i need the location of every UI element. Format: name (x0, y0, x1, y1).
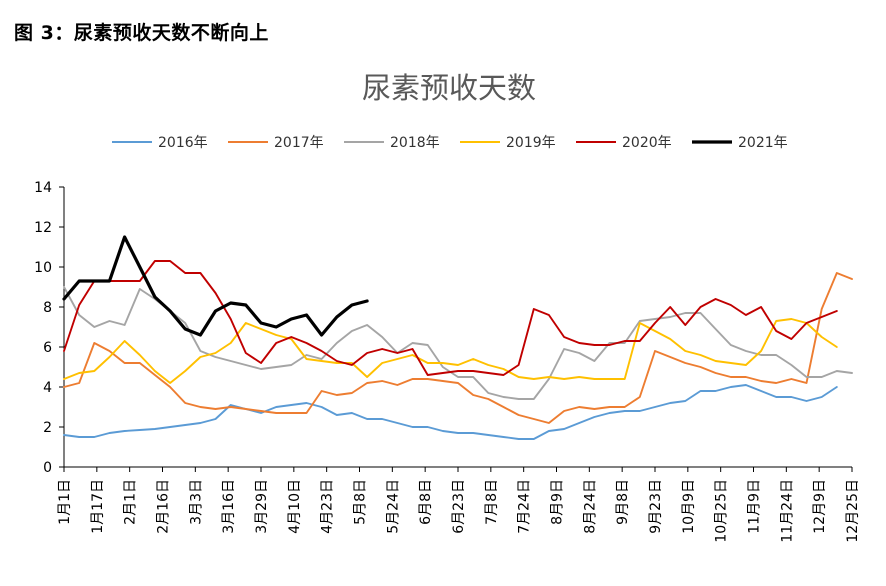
series-line-2016年 (63, 384, 838, 440)
series-line-2017年 (63, 272, 853, 424)
y-tick-label: 8 (43, 300, 52, 316)
x-tick-label: 3月16日 (221, 479, 237, 534)
x-tick-label: 10月9日 (681, 479, 697, 534)
x-tick-label: 5月8日 (353, 479, 369, 525)
x-tick-label: 8月9日 (550, 479, 566, 525)
legend: 2016年 2017年 2018年 2019年 2020年 2021年 (112, 135, 788, 151)
x-tick-label: 1月17日 (90, 479, 106, 534)
x-tick-label: 7月8日 (484, 479, 500, 525)
legend-label: 2016年 (158, 135, 208, 151)
x-tick-label: 11月24日 (779, 479, 795, 543)
x-tick-label: 8月24日 (582, 479, 598, 534)
x-tick-label: 9月23日 (648, 479, 664, 534)
y-tick-label: 6 (43, 340, 52, 356)
y-tick-label: 0 (43, 460, 52, 476)
legend-label: 2018年 (390, 135, 440, 151)
legend-label: 2019年 (506, 135, 556, 151)
series-layer (62, 235, 853, 440)
y-tick-label: 12 (34, 220, 52, 236)
x-tick-label: 4月10日 (287, 479, 303, 534)
x-tick-label: 12月9日 (812, 479, 828, 534)
x-tick-label: 7月24日 (517, 479, 533, 534)
x-tick-label: 3月3日 (188, 479, 204, 525)
x-tick-label: 12月25日 (845, 479, 861, 543)
series-line-2020年 (63, 260, 838, 376)
chart-title: 尿素预收天数 (362, 71, 536, 105)
series-line-2019年 (63, 318, 838, 384)
legend-label: 2020年 (622, 135, 672, 151)
legend-label: 2021年 (738, 135, 788, 151)
x-tick-label: 9月8日 (615, 479, 631, 525)
figure-caption: 图 3：尿素预收天数不断向上 (14, 22, 269, 44)
x-tick-label: 6月8日 (418, 479, 434, 525)
x-tick-label: 6月23日 (451, 479, 467, 534)
series-line-2018年 (63, 286, 853, 400)
y-tick-label: 10 (34, 260, 52, 276)
x-tick-label: 1月1日 (57, 479, 73, 525)
y-tick-label: 14 (34, 180, 52, 196)
x-tick-label: 10月25日 (714, 479, 730, 543)
x-tick-label: 11月9日 (747, 479, 763, 534)
x-tick-label: 4月23日 (320, 479, 336, 534)
x-tick-label: 3月29日 (254, 479, 270, 534)
y-tick-label: 2 (43, 420, 52, 436)
legend-label: 2017年 (274, 135, 324, 151)
y-tick-label: 4 (43, 380, 52, 396)
x-tick-label: 2月16日 (156, 479, 172, 534)
axes: 0 2 4 6 8 10 12 14 1月1日 1月17日 2月1日 2月16日 3月3日 3月16日 3月… (34, 180, 861, 543)
x-tick-label: 2月1日 (123, 479, 139, 525)
series-line-2021年 (62, 235, 369, 337)
x-tick-label: 5月24日 (385, 479, 401, 534)
